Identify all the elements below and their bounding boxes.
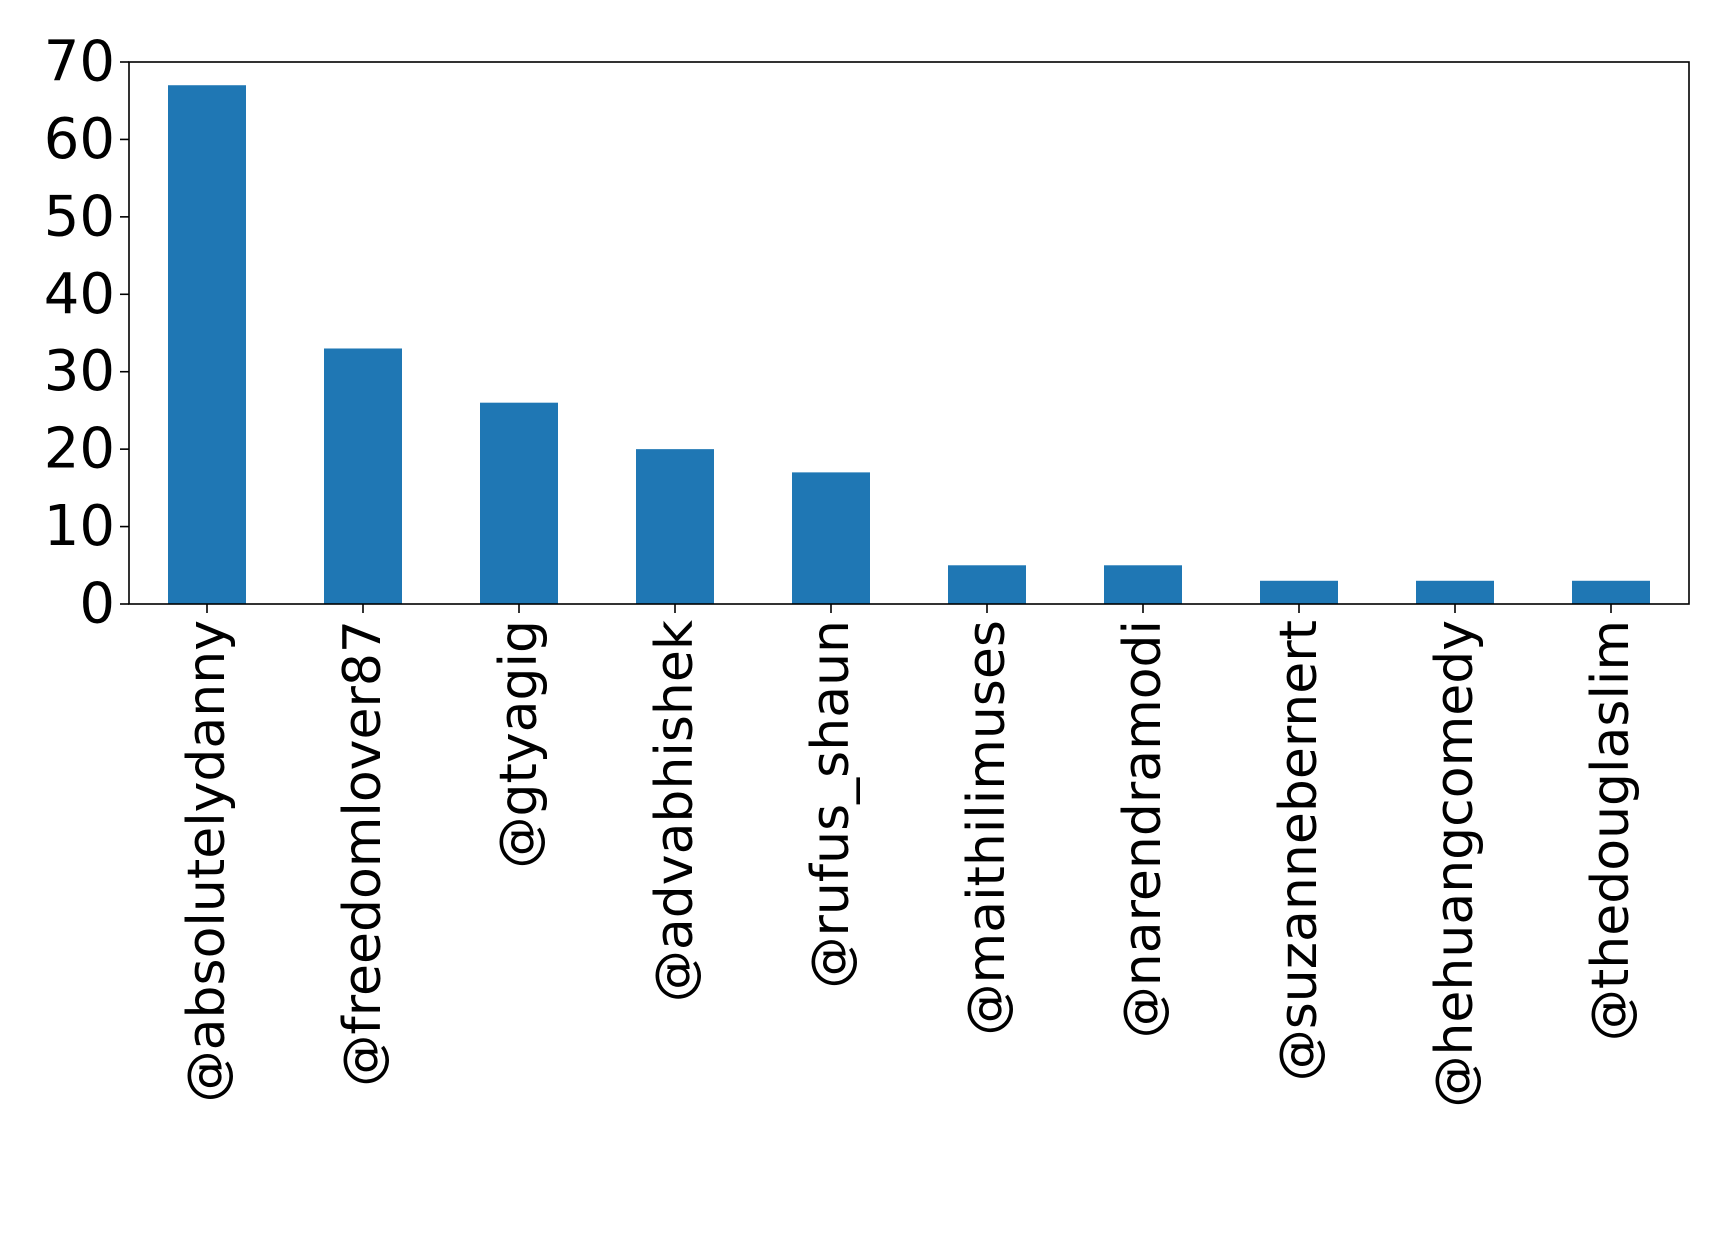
- x-tick-label-0: @absolutelydanny: [177, 620, 237, 1102]
- x-tick-label-3: @advabhishek: [645, 620, 705, 1002]
- bar-3: [636, 449, 714, 604]
- x-tick-label-1: @freedomlover87: [333, 620, 393, 1087]
- x-tick-label-2: @gtyagig: [489, 620, 549, 869]
- x-tick-label-5: @maithilimuses: [957, 620, 1017, 1035]
- y-tick-label-0: 0: [79, 572, 115, 637]
- bar-1: [324, 348, 402, 604]
- y-tick-label-1: 10: [44, 494, 115, 559]
- bar-9: [1572, 580, 1650, 604]
- bar-8: [1416, 580, 1494, 604]
- y-axis: 0 10 20 30 40 50 60 70: [44, 30, 129, 637]
- bar-2: [480, 402, 558, 604]
- x-tick-label-8: @hehuangcomedy: [1425, 620, 1485, 1108]
- x-tick-label-9: @thedouglaslim: [1581, 620, 1641, 1041]
- y-tick-label-3: 30: [44, 339, 115, 404]
- bar-6: [1104, 565, 1182, 604]
- bar-0: [168, 85, 246, 604]
- y-tick-label-5: 50: [44, 184, 115, 249]
- bar-7: [1260, 580, 1338, 604]
- plot-frame: [128, 61, 1690, 605]
- bars-group: [168, 85, 1650, 604]
- y-tick-label-7: 70: [44, 30, 115, 95]
- y-tick-label-6: 60: [44, 107, 115, 172]
- x-axis: @absolutelydanny @freedomlover87 @gtyagig @…: [177, 604, 1641, 1108]
- y-tick-label-4: 40: [44, 262, 115, 327]
- y-tick-label-2: 20: [44, 417, 115, 482]
- bar-5: [948, 565, 1026, 604]
- x-tick-label-7: @suzannebernert: [1269, 620, 1329, 1081]
- x-tick-label-6: @narendramodi: [1113, 620, 1173, 1038]
- bar-4: [792, 472, 870, 604]
- x-tick-label-4: @rufus_shaun: [801, 620, 861, 989]
